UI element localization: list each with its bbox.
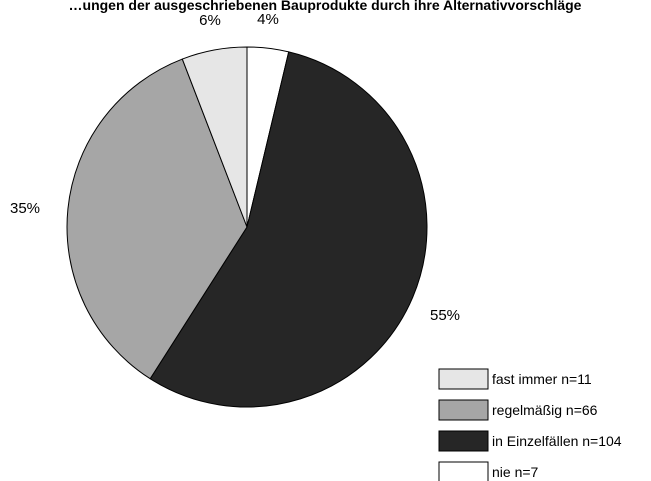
- legend: fast immer n=11 regelmäßig n=66 in Einzelf…: [438, 368, 622, 481]
- percent-label: 55%: [430, 307, 460, 324]
- legend-label: in Einzelfällen n=104: [492, 433, 622, 449]
- legend-label: regelmäßig n=66: [492, 402, 598, 418]
- chart-title: …ungen der ausgeschriebenen Bauprodukte …: [69, 0, 582, 13]
- legend-swatch: [438, 430, 489, 452]
- pie-slice-in-einzelfällen: [149, 51, 428, 408]
- legend-label: nie n=7: [492, 464, 539, 480]
- legend-label: fast immer n=11: [492, 371, 592, 387]
- legend-swatch: [438, 461, 489, 481]
- percent-label: 4%: [257, 11, 279, 28]
- percent-label: 6%: [199, 12, 221, 29]
- percent-labels: 4% 55% 35% 6%: [10, 11, 460, 324]
- legend-swatch: [438, 368, 489, 390]
- pie-slice-fast-immer: [181, 46, 248, 228]
- pie-slice-regelmäßig: [66, 58, 248, 380]
- pie-slices: [66, 46, 428, 408]
- percent-label: 35%: [10, 200, 40, 217]
- legend-swatch: [438, 399, 489, 421]
